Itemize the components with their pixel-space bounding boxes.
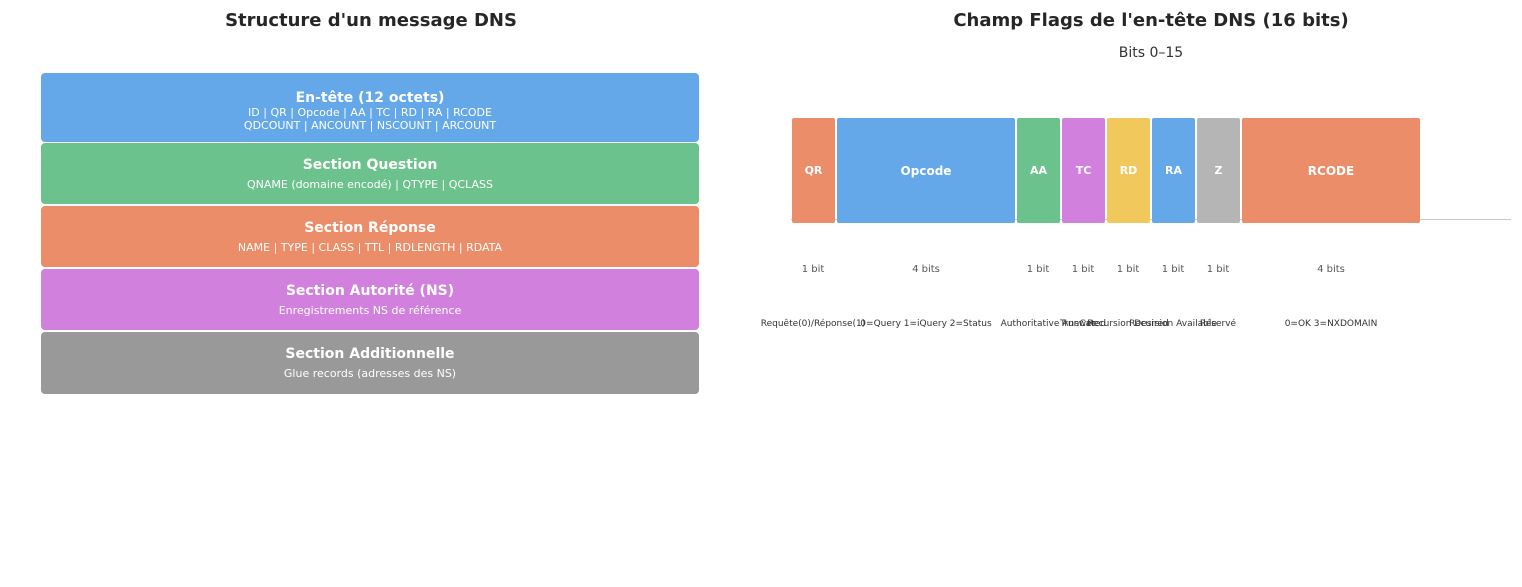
section-answer-name: Section Réponse (304, 220, 436, 236)
flag-qr-box: QR (792, 118, 835, 223)
section-header-name: En-tête (12 octets) (295, 90, 445, 106)
flag-z-name: Z (1214, 164, 1223, 177)
flag-aa-size: 1 bit (1026, 264, 1050, 275)
flag-rcode-name: RCODE (1307, 163, 1355, 178)
flag-opcode-size: 4 bits (912, 264, 940, 275)
section-header: En-tête (12 octets) ID | QR | Opcode | A… (41, 73, 699, 142)
section-header-desc: ID | QR | Opcode | AA | TC | RD | RA | R… (243, 106, 497, 132)
flag-rcode-desc: 0=OK 3=NXDOMAIN (1284, 319, 1378, 329)
section-additional-desc: Glue records (adresses des NS) (283, 367, 457, 380)
flag-rd-size: 1 bit (1116, 264, 1140, 275)
flag-ra-box: RA (1152, 118, 1195, 223)
flag-opcode-name: Opcode (900, 163, 952, 178)
flag-aa-box: AA (1017, 118, 1060, 223)
flag-z-desc: Réservé (1199, 319, 1237, 329)
section-question: Section Question QNAME (domaine encodé) … (41, 143, 699, 204)
flag-rd-box: RD (1107, 118, 1150, 223)
message-structure-title: Structure d'un message DNS (225, 10, 517, 31)
flag-tc-name: TC (1075, 164, 1092, 177)
flag-rcode-size: 4 bits (1317, 264, 1345, 275)
flags-baseline (791, 219, 1511, 220)
section-authority-desc: Enregistrements NS de référence (278, 304, 462, 317)
section-additional: Section Additionnelle Glue records (adre… (41, 332, 699, 394)
flag-qr-desc: Requête(0)/Réponse(1) (760, 319, 866, 329)
flags-subtitle: Bits 0–15 (1118, 45, 1184, 61)
flag-opcode-box: Opcode (837, 118, 1015, 223)
section-additional-name: Section Additionnelle (285, 346, 455, 362)
flag-opcode-desc: 0=Query 1=iQuery 2=Status (860, 319, 992, 329)
section-question-desc: QNAME (domaine encodé) | QTYPE | QCLASS (247, 178, 493, 191)
section-answer-desc: NAME | TYPE | CLASS | TTL | RDLENGTH | R… (237, 241, 503, 254)
flag-qr-name: QR (804, 164, 823, 177)
section-question-name: Section Question (302, 157, 438, 173)
flag-qr-size: 1 bit (801, 264, 825, 275)
flag-aa-name: AA (1029, 164, 1048, 177)
flags-title: Champ Flags de l'en-tête DNS (16 bits) (953, 10, 1349, 31)
flag-aa-desc: Authoritative Answer (1000, 319, 1096, 329)
flag-tc-size: 1 bit (1071, 264, 1095, 275)
flag-tc-box: TC (1062, 118, 1105, 223)
section-answer: Section Réponse NAME | TYPE | CLASS | TT… (41, 206, 699, 267)
flag-rd-name: RD (1119, 164, 1138, 177)
flag-ra-name: RA (1165, 164, 1182, 177)
flag-tc-desc: TrunCated (1060, 319, 1106, 329)
section-authority: Section Autorité (NS) Enregistrements NS… (41, 269, 699, 330)
flag-ra-size: 1 bit (1161, 264, 1185, 275)
flag-z-size: 1 bit (1206, 264, 1230, 275)
section-authority-name: Section Autorité (NS) (285, 283, 455, 299)
flag-z-box: Z (1197, 118, 1240, 223)
flag-rcode-box: RCODE (1242, 118, 1420, 223)
flag-rd-desc: Recursion Desired (1087, 319, 1169, 329)
flag-ra-desc: Recursion Available (1129, 319, 1217, 329)
